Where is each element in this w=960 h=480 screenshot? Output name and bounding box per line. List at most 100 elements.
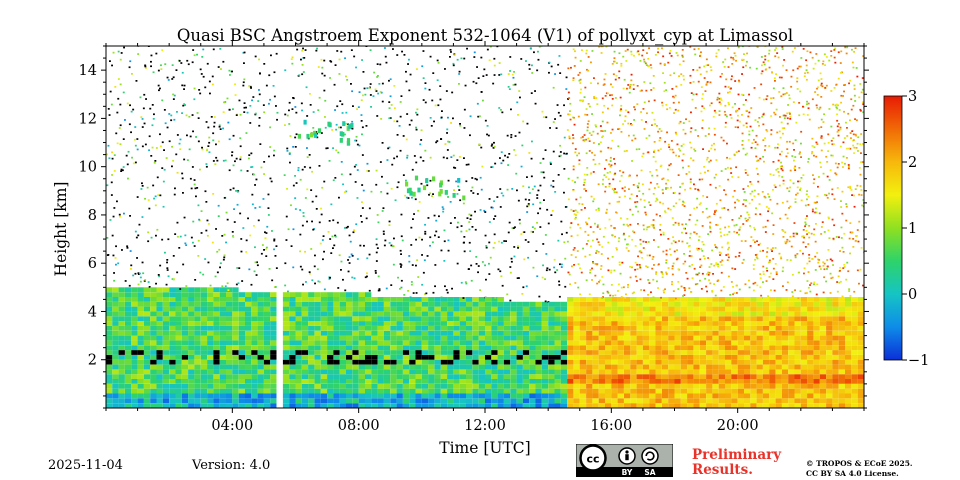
noise-point [233, 221, 236, 223]
heatmap-cell [712, 345, 719, 351]
heatmap-cell [188, 321, 195, 326]
noise-point [620, 131, 623, 133]
noise-point [597, 82, 599, 85]
heatmap-cell [415, 321, 422, 326]
heatmap-cell [447, 306, 454, 312]
noise-point [107, 108, 110, 110]
heatmap-cell [699, 301, 707, 307]
noise-point [573, 264, 575, 266]
noise-point [431, 195, 433, 197]
heatmap-cell [573, 321, 580, 326]
noise-point [375, 169, 378, 172]
heatmap-cell [491, 383, 498, 389]
heatmap-cell [510, 369, 517, 375]
noise-point [187, 63, 190, 66]
noise-point [598, 162, 601, 165]
noise-point [586, 126, 589, 129]
heatmap-cell [295, 311, 302, 317]
heatmap-cell [320, 403, 328, 408]
heatmap-cell [598, 383, 605, 389]
heatmap-cell [674, 316, 681, 322]
noise-point [512, 84, 515, 86]
heatmap-cell [529, 354, 536, 360]
heatmap-cell [598, 388, 605, 394]
heatmap-cell [421, 403, 429, 408]
heatmap-cell [320, 292, 328, 297]
noise-point [370, 106, 372, 108]
noise-point [224, 285, 227, 288]
noise-point [630, 193, 633, 196]
heatmap-cell [649, 306, 656, 312]
heatmap-cell [668, 340, 675, 346]
noise-point [127, 177, 129, 180]
noise-point [445, 90, 448, 92]
heatmap-cell [402, 330, 410, 336]
noise-point [682, 166, 684, 169]
heatmap-cell [131, 297, 138, 302]
heatmap-cell [295, 350, 302, 355]
heatmap-cell [131, 335, 138, 341]
heatmap-cell [491, 325, 498, 331]
heatmap-cell [478, 403, 485, 408]
noise-point [689, 82, 692, 84]
noise-point [449, 56, 451, 58]
heatmap-cell [162, 330, 170, 336]
noise-point [684, 227, 686, 230]
heatmap-cell [143, 364, 151, 370]
heatmap-cell [131, 325, 138, 331]
heatmap-cell [744, 354, 751, 360]
heatmap-cell [605, 379, 612, 384]
heatmap-cell [428, 364, 435, 370]
noise-point [578, 159, 581, 162]
heatmap-cell [478, 311, 485, 317]
heatmap-cell [257, 369, 264, 375]
noise-point [565, 231, 568, 234]
noise-point [259, 143, 262, 145]
heatmap-cell [548, 398, 555, 404]
noise-point [239, 212, 242, 215]
heatmap-cell [207, 350, 214, 355]
noise-point [207, 126, 210, 129]
heatmap-cell [674, 383, 681, 389]
noise-point [119, 124, 122, 127]
heatmap-cell [295, 354, 302, 360]
heatmap-cell [548, 335, 555, 341]
noise-point [512, 76, 515, 79]
noise-point [726, 259, 729, 261]
noise-point [653, 141, 656, 143]
heatmap-cell [333, 388, 340, 394]
heatmap-cell [661, 359, 669, 365]
heatmap-cell [150, 297, 157, 302]
heatmap-cell [200, 321, 208, 326]
noise-point [685, 232, 688, 235]
noise-point [631, 238, 634, 241]
noise-point [748, 216, 751, 219]
noise-point [238, 99, 241, 102]
heatmap-cell [535, 316, 542, 322]
heatmap-cell [232, 297, 239, 302]
heatmap-cell [143, 306, 151, 312]
noise-point [718, 251, 721, 254]
noise-point [389, 78, 392, 81]
noise-point [223, 101, 225, 104]
noise-point [726, 142, 728, 145]
heatmap-cell [750, 369, 757, 375]
heatmap-cell [567, 388, 574, 394]
noise-point [602, 292, 605, 295]
noise-point [733, 190, 736, 192]
heatmap-cell [510, 325, 517, 331]
heatmap-cell [365, 350, 372, 355]
noise-point [613, 60, 615, 63]
noise-point [134, 144, 137, 147]
heatmap-cell [156, 311, 163, 317]
noise-point [681, 231, 683, 234]
noise-point [301, 73, 304, 76]
heatmap-cell [358, 311, 365, 317]
heatmap-cell [245, 301, 252, 307]
heatmap-cell [200, 316, 208, 322]
heatmap-cell [143, 301, 151, 307]
noise-point [443, 240, 446, 243]
noise-point [153, 113, 155, 116]
noise-point [727, 178, 730, 181]
heatmap-cell [497, 398, 504, 404]
